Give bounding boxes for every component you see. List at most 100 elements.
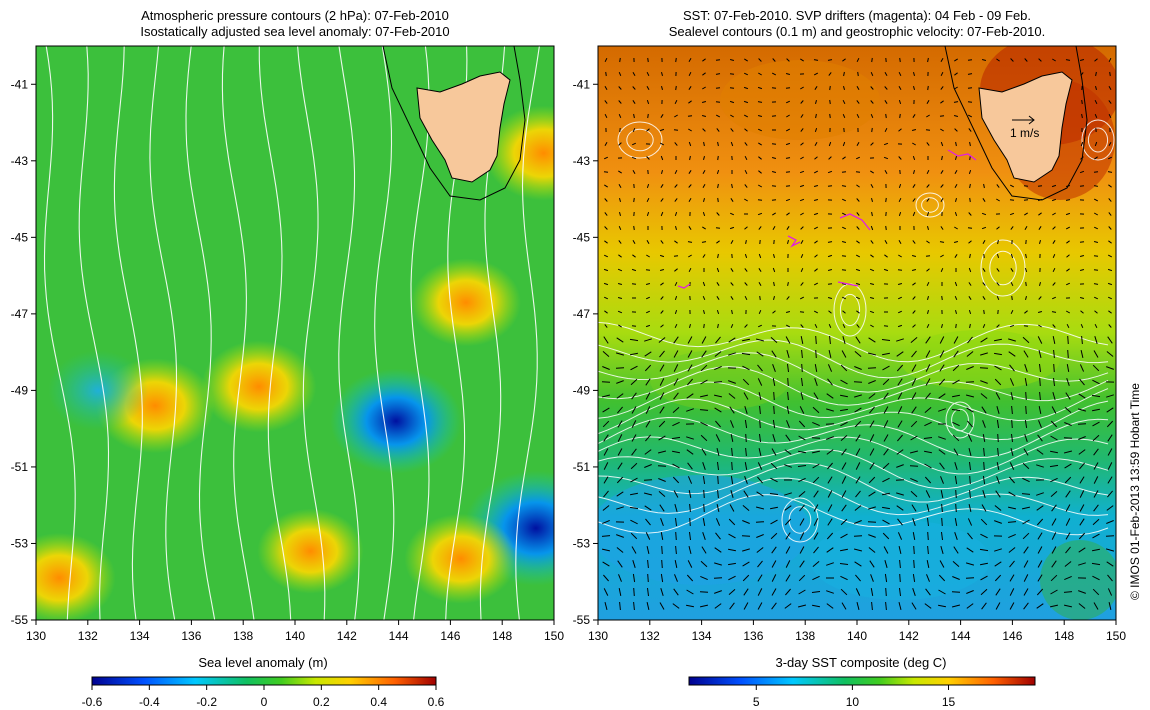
right-colorbar: 3-day SST composite (deg C) 5 10 15 bbox=[688, 655, 1036, 709]
velocity-arrow bbox=[812, 463, 820, 469]
velocity-arrow bbox=[730, 114, 734, 118]
velocity-arrow bbox=[996, 253, 1000, 259]
velocity-arrow bbox=[800, 128, 804, 132]
velocity-arrow bbox=[759, 433, 761, 443]
velocity-arrow bbox=[601, 548, 611, 552]
velocity-arrow bbox=[758, 170, 762, 174]
velocity-arrow bbox=[1022, 477, 1030, 483]
velocity-arrow bbox=[939, 336, 945, 344]
sealevel-contour bbox=[598, 398, 1109, 441]
velocity-arrow bbox=[799, 296, 805, 300]
velocity-arrow bbox=[967, 434, 973, 442]
velocity-arrow bbox=[742, 378, 750, 386]
velocity-arrow bbox=[938, 589, 946, 595]
velocity-arrow bbox=[743, 114, 749, 118]
velocity-arrow bbox=[1107, 574, 1113, 582]
velocity-arrow bbox=[758, 58, 762, 62]
velocity-arrow bbox=[1109, 71, 1111, 77]
velocity-arrow bbox=[815, 335, 817, 345]
velocity-arrow bbox=[729, 73, 735, 75]
velocity-arrow bbox=[603, 448, 609, 456]
velocity-arrow bbox=[855, 268, 861, 272]
velocity-arrow bbox=[1063, 450, 1073, 454]
velocity-arrow bbox=[702, 254, 706, 258]
velocity-arrow bbox=[713, 381, 723, 383]
velocity-arrow bbox=[758, 281, 762, 287]
velocity-arrow bbox=[673, 490, 679, 498]
velocity-arrow bbox=[786, 58, 790, 62]
velocity-arrow bbox=[630, 462, 638, 470]
x-tick-label: 140 bbox=[285, 629, 305, 643]
velocity-arrow bbox=[1038, 420, 1042, 428]
velocity-arrow bbox=[1107, 448, 1113, 456]
velocity-arrow bbox=[952, 576, 960, 580]
velocity-arrow bbox=[629, 506, 639, 510]
velocity-arrow bbox=[968, 240, 972, 244]
velocity-arrow bbox=[631, 325, 637, 327]
velocity-arrow bbox=[813, 518, 819, 526]
velocity-arrow bbox=[799, 198, 805, 202]
velocity-arrow bbox=[603, 588, 609, 596]
velocity-arrow bbox=[1106, 520, 1114, 524]
velocity-arrow bbox=[758, 156, 762, 160]
velocity-arrow bbox=[787, 363, 789, 373]
velocity-arrow bbox=[632, 254, 636, 258]
velocity-arrow bbox=[785, 336, 791, 344]
velocity-arrow bbox=[687, 241, 693, 243]
velocity-arrow bbox=[604, 324, 608, 328]
velocity-arrow bbox=[841, 255, 847, 257]
velocity-arrow bbox=[996, 198, 1000, 202]
velocity-arrow bbox=[842, 141, 846, 147]
velocity-arrow bbox=[618, 240, 622, 244]
eddy-contour bbox=[626, 128, 654, 152]
velocity-arrow bbox=[785, 560, 791, 568]
velocity-arrow bbox=[869, 462, 875, 470]
velocity-arrow bbox=[968, 282, 972, 286]
velocity-arrow bbox=[785, 311, 791, 313]
velocity-arrow bbox=[688, 267, 692, 273]
velocity-arrow bbox=[786, 114, 790, 118]
velocity-arrow bbox=[633, 225, 635, 231]
velocity-arrow bbox=[910, 477, 918, 483]
velocity-arrow bbox=[912, 532, 916, 540]
velocity-arrow bbox=[1092, 421, 1100, 427]
velocity-arrow bbox=[715, 336, 721, 344]
velocity-arrow bbox=[813, 59, 819, 61]
velocity-arrow bbox=[1108, 226, 1112, 230]
velocity-arrow bbox=[941, 503, 943, 513]
velocity-arrow bbox=[1078, 393, 1086, 399]
velocity-arrow bbox=[786, 349, 790, 359]
velocity-arrow bbox=[715, 518, 721, 526]
velocity-arrow bbox=[827, 241, 833, 243]
velocity-arrow bbox=[827, 462, 833, 470]
velocity-arrow bbox=[811, 604, 821, 608]
velocity-arrow bbox=[897, 324, 903, 328]
velocity-arrow bbox=[843, 85, 845, 91]
velocity-arrow bbox=[996, 419, 1000, 429]
velocity-arrow bbox=[1037, 560, 1043, 568]
velocity-arrow bbox=[729, 87, 735, 89]
velocity-arrow bbox=[870, 113, 874, 119]
x-tick-label: 150 bbox=[1106, 629, 1126, 643]
velocity-arrow bbox=[813, 226, 819, 230]
velocity-arrow bbox=[755, 338, 765, 342]
velocity-arrow bbox=[728, 337, 736, 343]
velocity-arrow bbox=[1039, 363, 1041, 373]
velocity-arrow bbox=[800, 267, 804, 273]
velocity-arrow bbox=[1053, 349, 1055, 359]
velocity-arrow bbox=[744, 462, 748, 470]
velocity-arrow bbox=[1038, 324, 1042, 328]
velocity-arrow bbox=[798, 491, 806, 497]
velocity-arrow bbox=[885, 587, 887, 597]
velocity-arrow bbox=[883, 156, 889, 160]
velocity-arrow bbox=[619, 57, 621, 63]
velocity-arrow bbox=[700, 379, 708, 385]
velocity-arrow bbox=[717, 197, 719, 203]
velocity-arrow bbox=[672, 603, 680, 609]
x-tick-label: 130 bbox=[26, 629, 46, 643]
velocity-arrow bbox=[618, 574, 622, 582]
velocity-arrow bbox=[968, 169, 972, 175]
velocity-arrow bbox=[911, 602, 917, 610]
pressure-contour bbox=[338, 46, 360, 620]
right-title-line1: SST: 07-Feb-2010. SVP drifters (magenta)… bbox=[682, 8, 1032, 23]
